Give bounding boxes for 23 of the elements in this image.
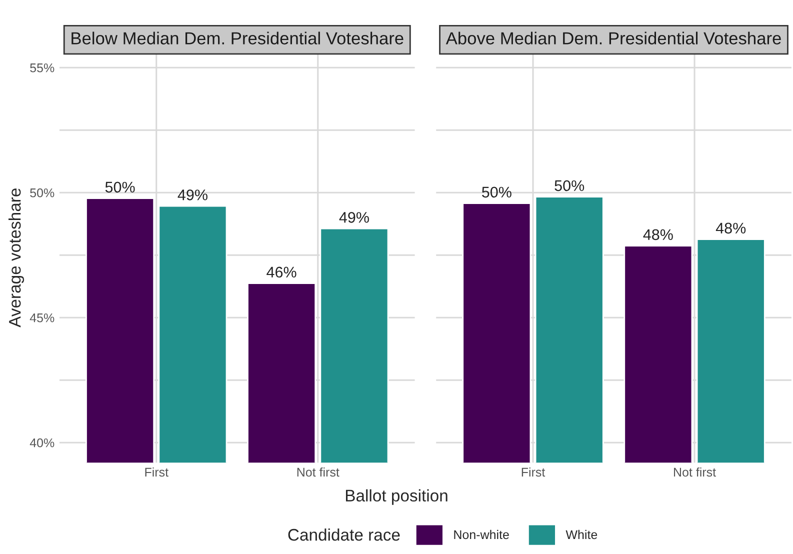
data-label: 49%: [339, 212, 369, 223]
chart-title: Above Median Dem. Presidential Voteshare: [446, 32, 781, 44]
legend-title: Candidate race: [288, 528, 400, 541]
y-tick-label: 40%: [30, 438, 54, 448]
legend-label: White: [566, 530, 598, 540]
data-label: 48%: [716, 222, 746, 234]
chart-title: Below Median Dem. Presidential Voteshare: [72, 32, 404, 44]
legend-label: Non-white: [454, 530, 509, 540]
y-tick-label: 55%: [30, 63, 54, 72]
data-label: 48%: [643, 229, 673, 240]
data-label: 49%: [178, 190, 208, 200]
data-label: 46%: [266, 266, 296, 278]
x-tick-label: First: [522, 467, 546, 477]
data-label: 50%: [105, 182, 135, 193]
y-tick-label: 50%: [30, 188, 54, 198]
y-axis-title: Average voteshare: [8, 188, 24, 328]
data-label: 50%: [554, 180, 584, 192]
x-axis-title: Ballot position: [346, 489, 448, 505]
x-tick-label: First: [145, 467, 168, 477]
data-label: 50%: [482, 186, 512, 198]
x-tick-label: Not first: [297, 467, 340, 477]
x-tick-label: Not first: [674, 467, 716, 477]
y-tick-label: 45%: [30, 313, 54, 322]
